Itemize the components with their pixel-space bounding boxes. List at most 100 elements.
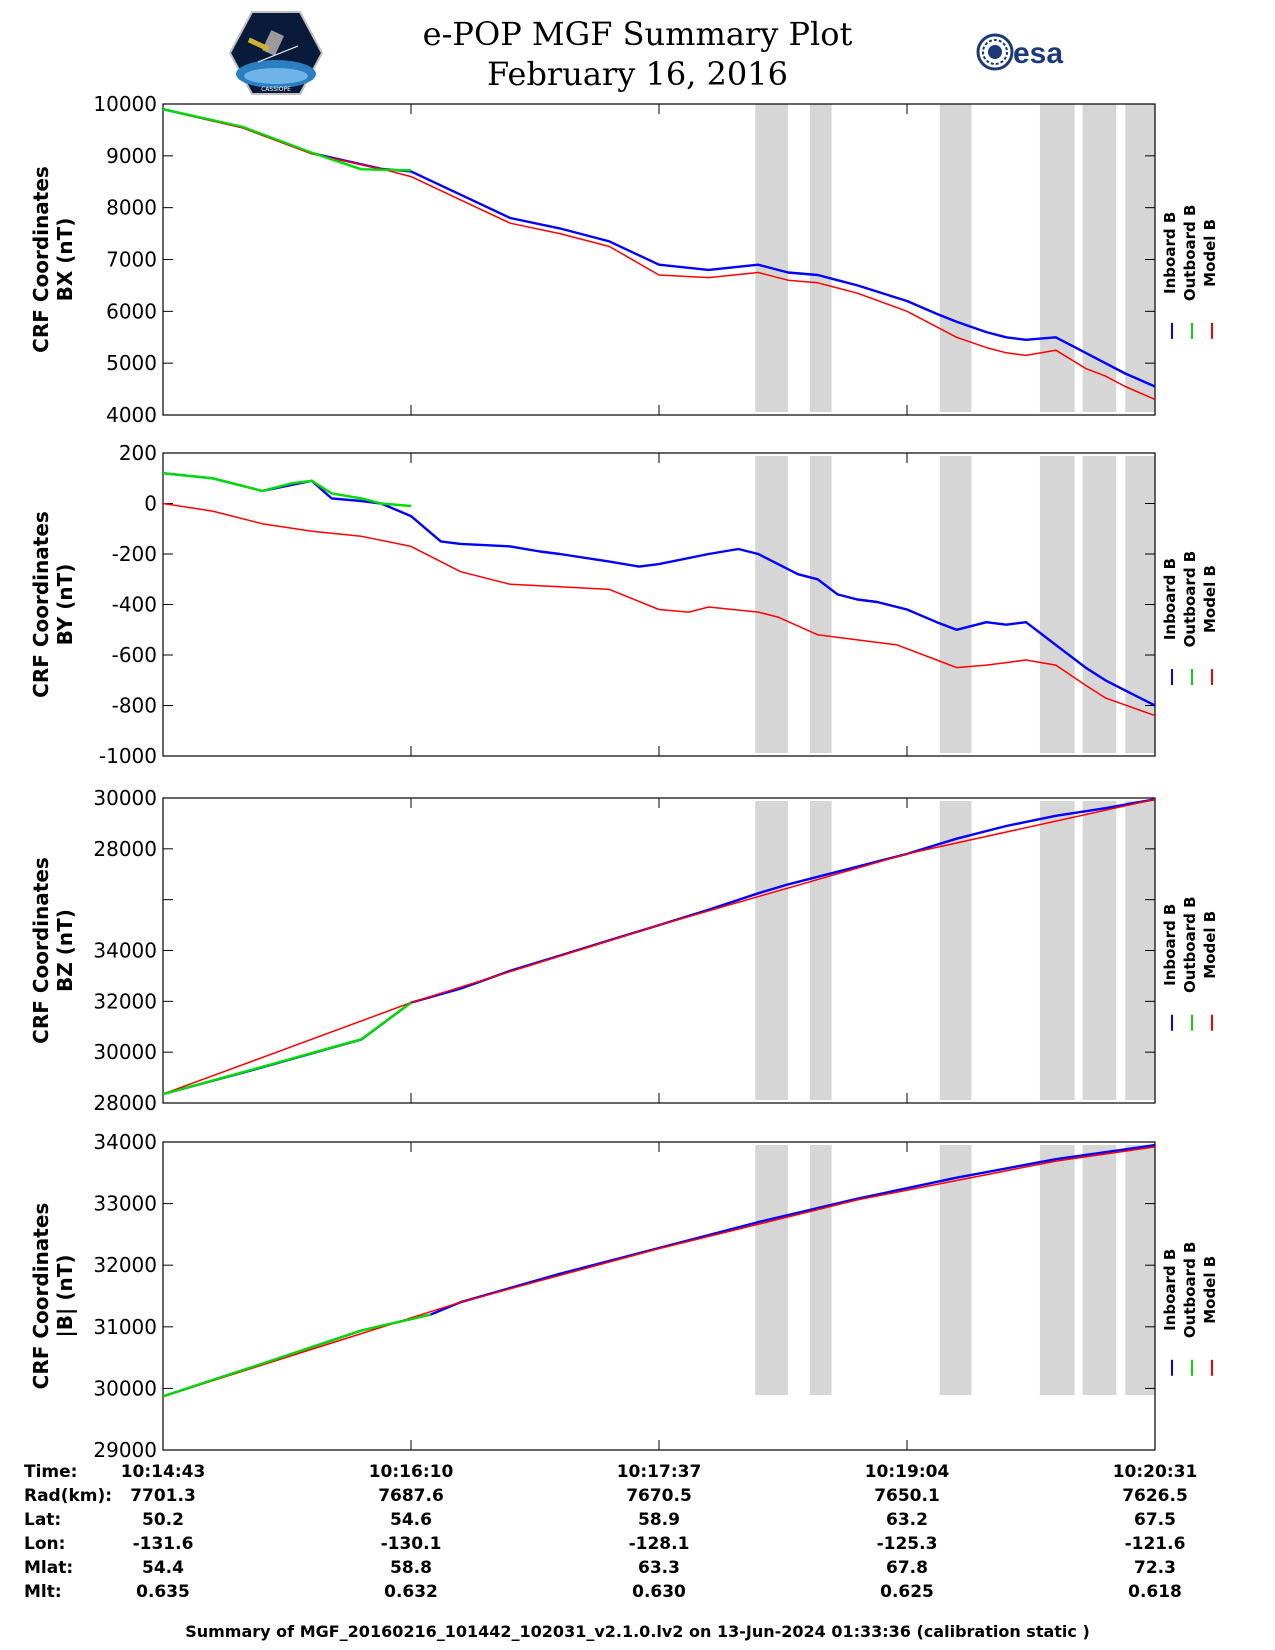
y-tick-label-1-1: 10000 <box>93 92 157 116</box>
info-cell: 7687.6 <box>378 1486 444 1506</box>
y-tick-label-2-1: 200 <box>119 441 157 465</box>
esa-logo: esa <box>976 33 1063 71</box>
y-tick-label-2-4: -400 <box>112 593 157 617</box>
info-cell: 0.618 <box>1128 1582 1182 1602</box>
legend-label-1-1: Inboard B <box>1161 212 1179 294</box>
y-tick-label-1-7: 4000 <box>106 403 157 427</box>
data-gap-shade-1-6 <box>1125 104 1155 412</box>
y-tick-label-4-1: 34000 <box>93 1130 157 1154</box>
y-tick-label-2-7: -1000 <box>99 744 157 768</box>
y-tick-label-2-2: 0 <box>144 492 157 516</box>
esa-logo-text: esa <box>1013 37 1063 70</box>
info-cell: 7626.5 <box>1122 1486 1188 1506</box>
y-tick-label-4-4: 31000 <box>93 1315 157 1339</box>
info-cell: 10:16:10 <box>368 1462 454 1482</box>
info-cell: 58.9 <box>638 1510 680 1530</box>
series-line-2-outboard-top <box>162 472 412 507</box>
info-cell: 54.4 <box>142 1558 184 1578</box>
info-cell: 10:19:04 <box>864 1462 950 1482</box>
data-gap-shade-3-1 <box>755 801 788 1100</box>
series-line-2-model-b <box>162 502 1156 717</box>
y-tick-label-4-5: 30000 <box>93 1376 157 1400</box>
series-line-3-model-b <box>162 798 1156 1095</box>
legend-label-1-3: Model B <box>1201 219 1219 287</box>
plot-frame-1 <box>162 103 1156 416</box>
y-axis-label-2-line1: CRF Coordinates <box>29 511 53 698</box>
data-gap-shade-2-3 <box>939 456 972 753</box>
series-line-1-model-b <box>162 108 1156 401</box>
y-axis-label-3-line2: BZ (nT) <box>53 909 77 992</box>
info-row-label: Mlat: <box>24 1558 74 1578</box>
series-line-1-outboard-top <box>162 108 412 172</box>
y-tick-label-3-5: 32000 <box>93 989 157 1013</box>
data-gap-shade-3-5 <box>1082 801 1117 1100</box>
info-cell: 58.8 <box>390 1558 432 1578</box>
info-cell: 67.5 <box>1134 1510 1176 1530</box>
info-cell: 54.6 <box>390 1510 432 1530</box>
data-gap-shade-2-2 <box>809 456 832 753</box>
info-cell: 63.2 <box>886 1510 928 1530</box>
y-tick-label-1-6: 5000 <box>106 351 157 375</box>
info-cell: 63.3 <box>638 1558 680 1578</box>
series-line-1-inboard-b <box>162 108 1156 388</box>
data-gap-shade-1-2 <box>809 104 832 412</box>
data-gap-shade-3-4 <box>1039 801 1075 1100</box>
info-cell: 67.8 <box>886 1558 928 1578</box>
y-axis-label-4-line2: |B| (nT) <box>53 1255 77 1338</box>
info-cell: 0.632 <box>384 1582 438 1602</box>
legend-label-2-1: Inboard B <box>1161 558 1179 640</box>
y-tick-label-4-6: 29000 <box>93 1438 157 1462</box>
data-gap-shade-2-5 <box>1082 456 1117 753</box>
info-cell: -130.1 <box>380 1534 442 1554</box>
data-gap-shade-4-5 <box>1082 1145 1117 1395</box>
y-tick-label-1-5: 6000 <box>106 299 157 323</box>
info-cell: 72.3 <box>1134 1558 1176 1578</box>
cassiope-logo: CASSIOPE <box>228 11 324 95</box>
info-cell: 0.635 <box>136 1582 190 1602</box>
legend-label-2-2: Outboard B <box>1181 551 1199 648</box>
y-tick-label-4-3: 32000 <box>93 1253 157 1277</box>
info-cell: 0.630 <box>632 1582 686 1602</box>
data-gap-shade-4-2 <box>809 1145 832 1395</box>
series-line-3-inboard-b <box>162 798 1156 1096</box>
series-line-2-inboard-b <box>162 472 1156 707</box>
legend-label-3-3: Model B <box>1201 911 1219 979</box>
info-cell: -128.1 <box>628 1534 690 1554</box>
data-gap-shade-2-4 <box>1039 456 1075 753</box>
info-cell: 10:17:37 <box>616 1462 702 1482</box>
legend-label-4-1: Inboard B <box>1161 1249 1179 1331</box>
info-cell: -125.3 <box>876 1534 938 1554</box>
data-gap-shade-1-3 <box>939 104 972 412</box>
info-row-label: Rad(km): <box>24 1486 113 1506</box>
y-tick-label-3-4: 34000 <box>93 939 157 963</box>
data-gap-shade-2-1 <box>755 456 788 753</box>
series-line-4-outboard-top <box>162 1313 432 1398</box>
info-cell: 10:20:31 <box>1112 1462 1198 1482</box>
info-row-label: Mlt: <box>24 1582 62 1602</box>
data-gap-shade-1-4 <box>1039 104 1075 412</box>
y-tick-label-3-2: 28000 <box>93 837 157 861</box>
y-tick-label-2-5: -600 <box>112 643 157 667</box>
series-line-3-outboard-top <box>162 1001 412 1096</box>
series-line-4-inboard-b <box>162 1143 1156 1398</box>
legend-label-4-3: Model B <box>1201 1256 1219 1324</box>
legend-label-4-2: Outboard B <box>1181 1242 1199 1339</box>
info-cell: 10:14:43 <box>120 1462 206 1482</box>
y-tick-label-2-3: -200 <box>112 542 157 566</box>
y-axis-label-1-line2: BX (nT) <box>53 218 77 302</box>
info-cell: 0.625 <box>880 1582 934 1602</box>
orbit-info-table: Time: Rad(km): Lat: Lon: Mlat: Mlt: 10:14:43 77… <box>0 1462 1275 1612</box>
info-row-label: Lat: <box>24 1510 62 1530</box>
info-cell: 50.2 <box>142 1510 184 1530</box>
title-line-2: February 16, 2016 <box>487 55 788 93</box>
info-cell: 7670.5 <box>626 1486 692 1506</box>
y-tick-label-3-7: 28000 <box>93 1091 157 1115</box>
data-gap-shade-1-1 <box>755 104 788 412</box>
y-tick-label-1-4: 7000 <box>106 248 157 272</box>
legend-label-3-1: Inboard B <box>1161 904 1179 986</box>
data-gap-shade-4-6 <box>1125 1145 1155 1395</box>
info-cell: 7650.1 <box>874 1486 940 1506</box>
plot-frame-2 <box>162 452 1156 757</box>
y-axis-label-2-line2: BY (nT) <box>53 564 77 646</box>
data-gap-shade-3-3 <box>939 801 972 1100</box>
